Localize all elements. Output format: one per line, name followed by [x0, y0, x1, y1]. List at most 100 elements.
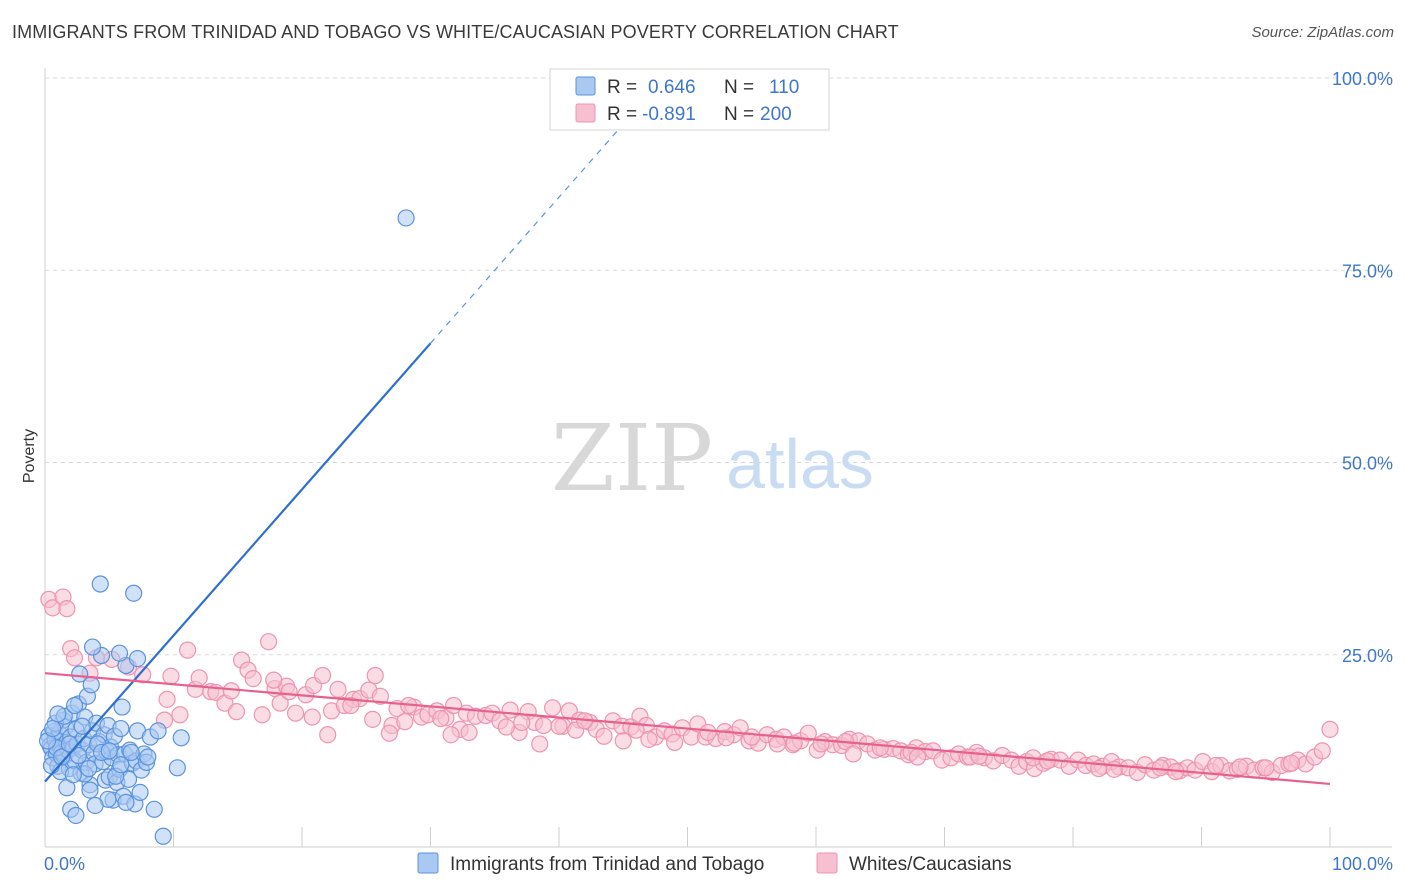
stats-r-value-pink: -0.891 [642, 104, 696, 125]
point-whites [768, 735, 787, 753]
point-whites [271, 694, 289, 712]
point-immigrants [172, 729, 190, 747]
point-whites [158, 690, 176, 708]
point-immigrants [81, 781, 99, 799]
point-whites [871, 739, 889, 757]
x-tick-label: 0.0% [44, 854, 85, 874]
point-immigrants [53, 748, 71, 766]
trend-line-immigrants-extension [430, 123, 624, 344]
point-immigrants [67, 806, 85, 825]
point-immigrants [80, 759, 98, 778]
point-whites [319, 726, 337, 744]
point-whites [179, 641, 197, 659]
point-whites [265, 671, 283, 689]
stats-n-value-pink: 200 [760, 104, 792, 125]
data-points [38, 209, 1339, 845]
legend-swatch-immigrants [417, 852, 439, 874]
y-axis-label: Poverty [21, 429, 38, 483]
point-whites [1257, 759, 1275, 777]
point-whites [534, 716, 553, 735]
point-whites [1207, 756, 1225, 775]
point-whites [171, 706, 189, 724]
point-immigrants [71, 665, 89, 683]
point-immigrants [60, 735, 79, 753]
point-whites [501, 701, 519, 719]
point-whites [364, 710, 382, 728]
point-immigrants [139, 748, 157, 766]
point-whites [640, 730, 658, 748]
x-tick-label: 100.0% [1332, 854, 1393, 874]
point-immigrants [100, 742, 118, 760]
point-immigrants [131, 783, 149, 802]
y-tick-label: 50.0% [1342, 454, 1393, 474]
point-immigrants [397, 209, 415, 227]
point-whites [666, 733, 684, 752]
watermark-zip: ZIP [551, 405, 713, 512]
point-immigrants [49, 705, 67, 723]
point-whites [1321, 720, 1339, 738]
point-immigrants [73, 717, 91, 735]
point-immigrants [44, 719, 62, 738]
point-immigrants [122, 743, 140, 762]
point-whites [1105, 760, 1123, 778]
watermark-atlas: atlas [726, 425, 874, 503]
tick-labels: 25.0% 50.0% 75.0% 100.0% 0.0% 100.0% [44, 69, 1393, 874]
point-immigrants [145, 800, 163, 818]
point-whites [222, 682, 240, 700]
point-immigrants [83, 638, 102, 656]
stats-n-label-blue: N = [724, 77, 754, 98]
point-whites [550, 717, 568, 735]
point-immigrants [113, 698, 131, 716]
point-immigrants [125, 584, 143, 602]
point-whites [371, 687, 389, 705]
point-immigrants [154, 827, 172, 845]
point-whites [812, 735, 830, 753]
point-whites [1231, 758, 1249, 776]
point-whites [844, 745, 862, 763]
y-tick-label: 25.0% [1342, 646, 1393, 666]
y-tick-label: 100.0% [1332, 69, 1393, 89]
point-whites [329, 680, 347, 698]
trend-line-immigrants [44, 342, 432, 783]
point-whites [380, 724, 398, 742]
point-whites [190, 669, 208, 687]
point-whites [432, 709, 450, 728]
point-immigrants [91, 575, 109, 593]
legend-swatch-whites [816, 852, 838, 874]
point-immigrants [112, 756, 130, 774]
point-immigrants [117, 793, 135, 811]
stats-r-value-blue: 0.646 [648, 77, 696, 98]
point-whites [227, 703, 246, 721]
point-whites [460, 723, 478, 742]
trend-lines [44, 123, 1331, 786]
gridlines [45, 77, 1392, 656]
stats-n-label-pink: N = [724, 104, 754, 125]
point-whites [908, 748, 927, 766]
point-whites [531, 735, 549, 753]
axes [44, 68, 1392, 848]
point-whites [543, 699, 562, 717]
point-whites [303, 708, 321, 726]
point-immigrants [86, 796, 104, 815]
point-immigrants [168, 759, 186, 777]
point-whites [65, 649, 84, 667]
trend-line-whites [44, 672, 1331, 786]
point-immigrants [64, 766, 82, 784]
stats-r-label-pink: R = [607, 104, 637, 125]
point-whites [1282, 754, 1301, 772]
point-immigrants [112, 719, 130, 738]
point-whites [134, 666, 152, 684]
y-tick-label: 75.0% [1342, 261, 1393, 281]
point-whites [717, 729, 735, 747]
stats-legend-swatch-pink [575, 103, 596, 123]
stats-legend-swatch-blue [575, 76, 596, 96]
legend-label-immigrants: Immigrants from Trinidad and Tobago [450, 854, 764, 875]
point-whites [970, 747, 988, 765]
stats-n-value-blue: 110 [769, 77, 799, 98]
point-whites [253, 706, 271, 724]
stats-legend: R = 0.646 N = 110 R = -0.891 N = 200 [549, 68, 830, 131]
point-whites [442, 726, 460, 744]
stats-legend-box [549, 68, 830, 131]
point-immigrants [65, 696, 84, 715]
